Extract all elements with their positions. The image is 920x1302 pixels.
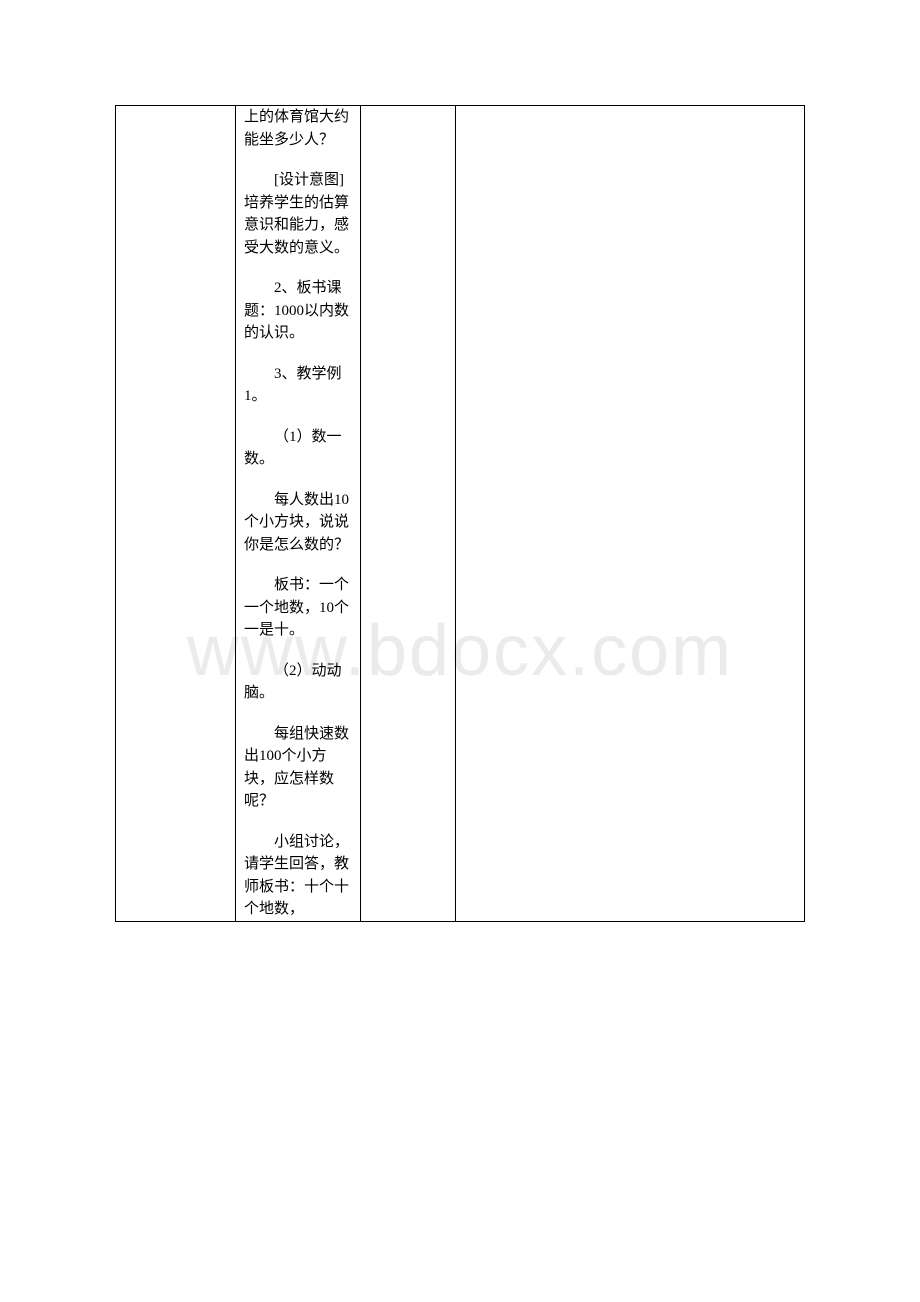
table-container: 上的体育馆大约能坐多少人？ [设计意图]培养学生的估算意识和能力，感受大数的意义… bbox=[0, 0, 920, 922]
paragraph: 小组讨论，请学生回答，教师板书：十个十个地数， bbox=[244, 831, 352, 921]
table-cell-3 bbox=[361, 106, 456, 922]
paragraph: 2、板书课题：1000以内数的认识。 bbox=[244, 277, 352, 345]
table-cell-content: 上的体育馆大约能坐多少人？ [设计意图]培养学生的估算意识和能力，感受大数的意义… bbox=[236, 106, 361, 922]
paragraph: 3、教学例1。 bbox=[244, 363, 352, 408]
document-table: 上的体育馆大约能坐多少人？ [设计意图]培养学生的估算意识和能力，感受大数的意义… bbox=[115, 105, 805, 922]
paragraph: 板书：一个一个地数，10个一是十。 bbox=[244, 574, 352, 642]
table-cell-1 bbox=[116, 106, 236, 922]
paragraph: 每人数出10个小方块，说说你是怎么数的？ bbox=[244, 489, 352, 557]
paragraph: （1）数一数。 bbox=[244, 426, 352, 471]
paragraph: （2）动动脑。 bbox=[244, 660, 352, 705]
table-cell-4 bbox=[456, 106, 805, 922]
table-row: 上的体育馆大约能坐多少人？ [设计意图]培养学生的估算意识和能力，感受大数的意义… bbox=[116, 106, 805, 922]
paragraph: 上的体育馆大约能坐多少人？ bbox=[244, 106, 352, 151]
content-block: 上的体育馆大约能坐多少人？ [设计意图]培养学生的估算意识和能力，感受大数的意义… bbox=[244, 106, 352, 921]
paragraph: [设计意图]培养学生的估算意识和能力，感受大数的意义。 bbox=[244, 169, 352, 259]
paragraph: 每组快速数出100个小方块，应怎样数呢？ bbox=[244, 723, 352, 813]
